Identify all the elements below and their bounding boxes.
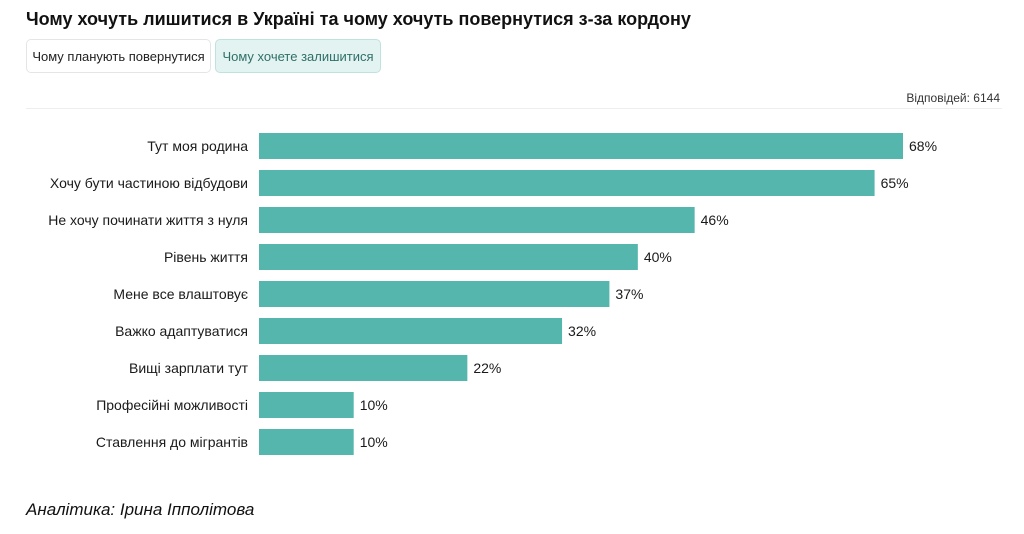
bar[interactable] bbox=[259, 133, 903, 159]
responses-number: 6144 bbox=[973, 91, 1000, 105]
tab-stay-reasons[interactable]: Чому хочете залишитися bbox=[215, 39, 381, 73]
value-label: 65% bbox=[881, 175, 909, 191]
bar[interactable] bbox=[259, 429, 354, 455]
bar[interactable] bbox=[259, 392, 354, 418]
category-label: Рівень життя bbox=[164, 249, 248, 265]
bar[interactable] bbox=[259, 318, 563, 344]
responses-count: Відповідей: 6144 bbox=[906, 91, 1000, 105]
chart-title: Чому хочуть лишитися в Україні та чому х… bbox=[26, 9, 691, 29]
category-label: Не хочу починати життя з нуля bbox=[48, 212, 248, 228]
bar[interactable] bbox=[259, 170, 875, 196]
author-credit: Аналітика: Ірина Іпполітова bbox=[26, 500, 255, 519]
value-label: 37% bbox=[615, 286, 643, 302]
bar[interactable] bbox=[259, 281, 610, 307]
category-label: Вищі зарплати тут bbox=[129, 360, 249, 376]
value-label: 40% bbox=[644, 249, 672, 265]
responses-label: Відповідей: bbox=[906, 91, 970, 105]
value-label: 22% bbox=[473, 360, 501, 376]
category-label: Тут моя родина bbox=[147, 138, 248, 154]
value-label: 10% bbox=[360, 397, 388, 413]
bar[interactable] bbox=[259, 207, 695, 233]
value-label: 46% bbox=[701, 212, 729, 228]
category-label: Ставлення до мігрантів bbox=[96, 434, 248, 450]
category-label: Важко адаптуватися bbox=[115, 323, 248, 339]
value-label: 10% bbox=[360, 434, 388, 450]
value-label: 32% bbox=[568, 323, 596, 339]
value-label: 68% bbox=[909, 138, 937, 154]
category-label: Мене все влаштовує bbox=[113, 286, 248, 302]
category-label: Професійні можливості bbox=[96, 397, 248, 413]
header-divider bbox=[26, 108, 1002, 109]
tab-return-reasons[interactable]: Чому планують повернутися bbox=[26, 39, 211, 73]
bar[interactable] bbox=[259, 355, 468, 381]
bar[interactable] bbox=[259, 244, 638, 270]
category-label: Хочу бути частиною відбудови bbox=[50, 175, 248, 191]
